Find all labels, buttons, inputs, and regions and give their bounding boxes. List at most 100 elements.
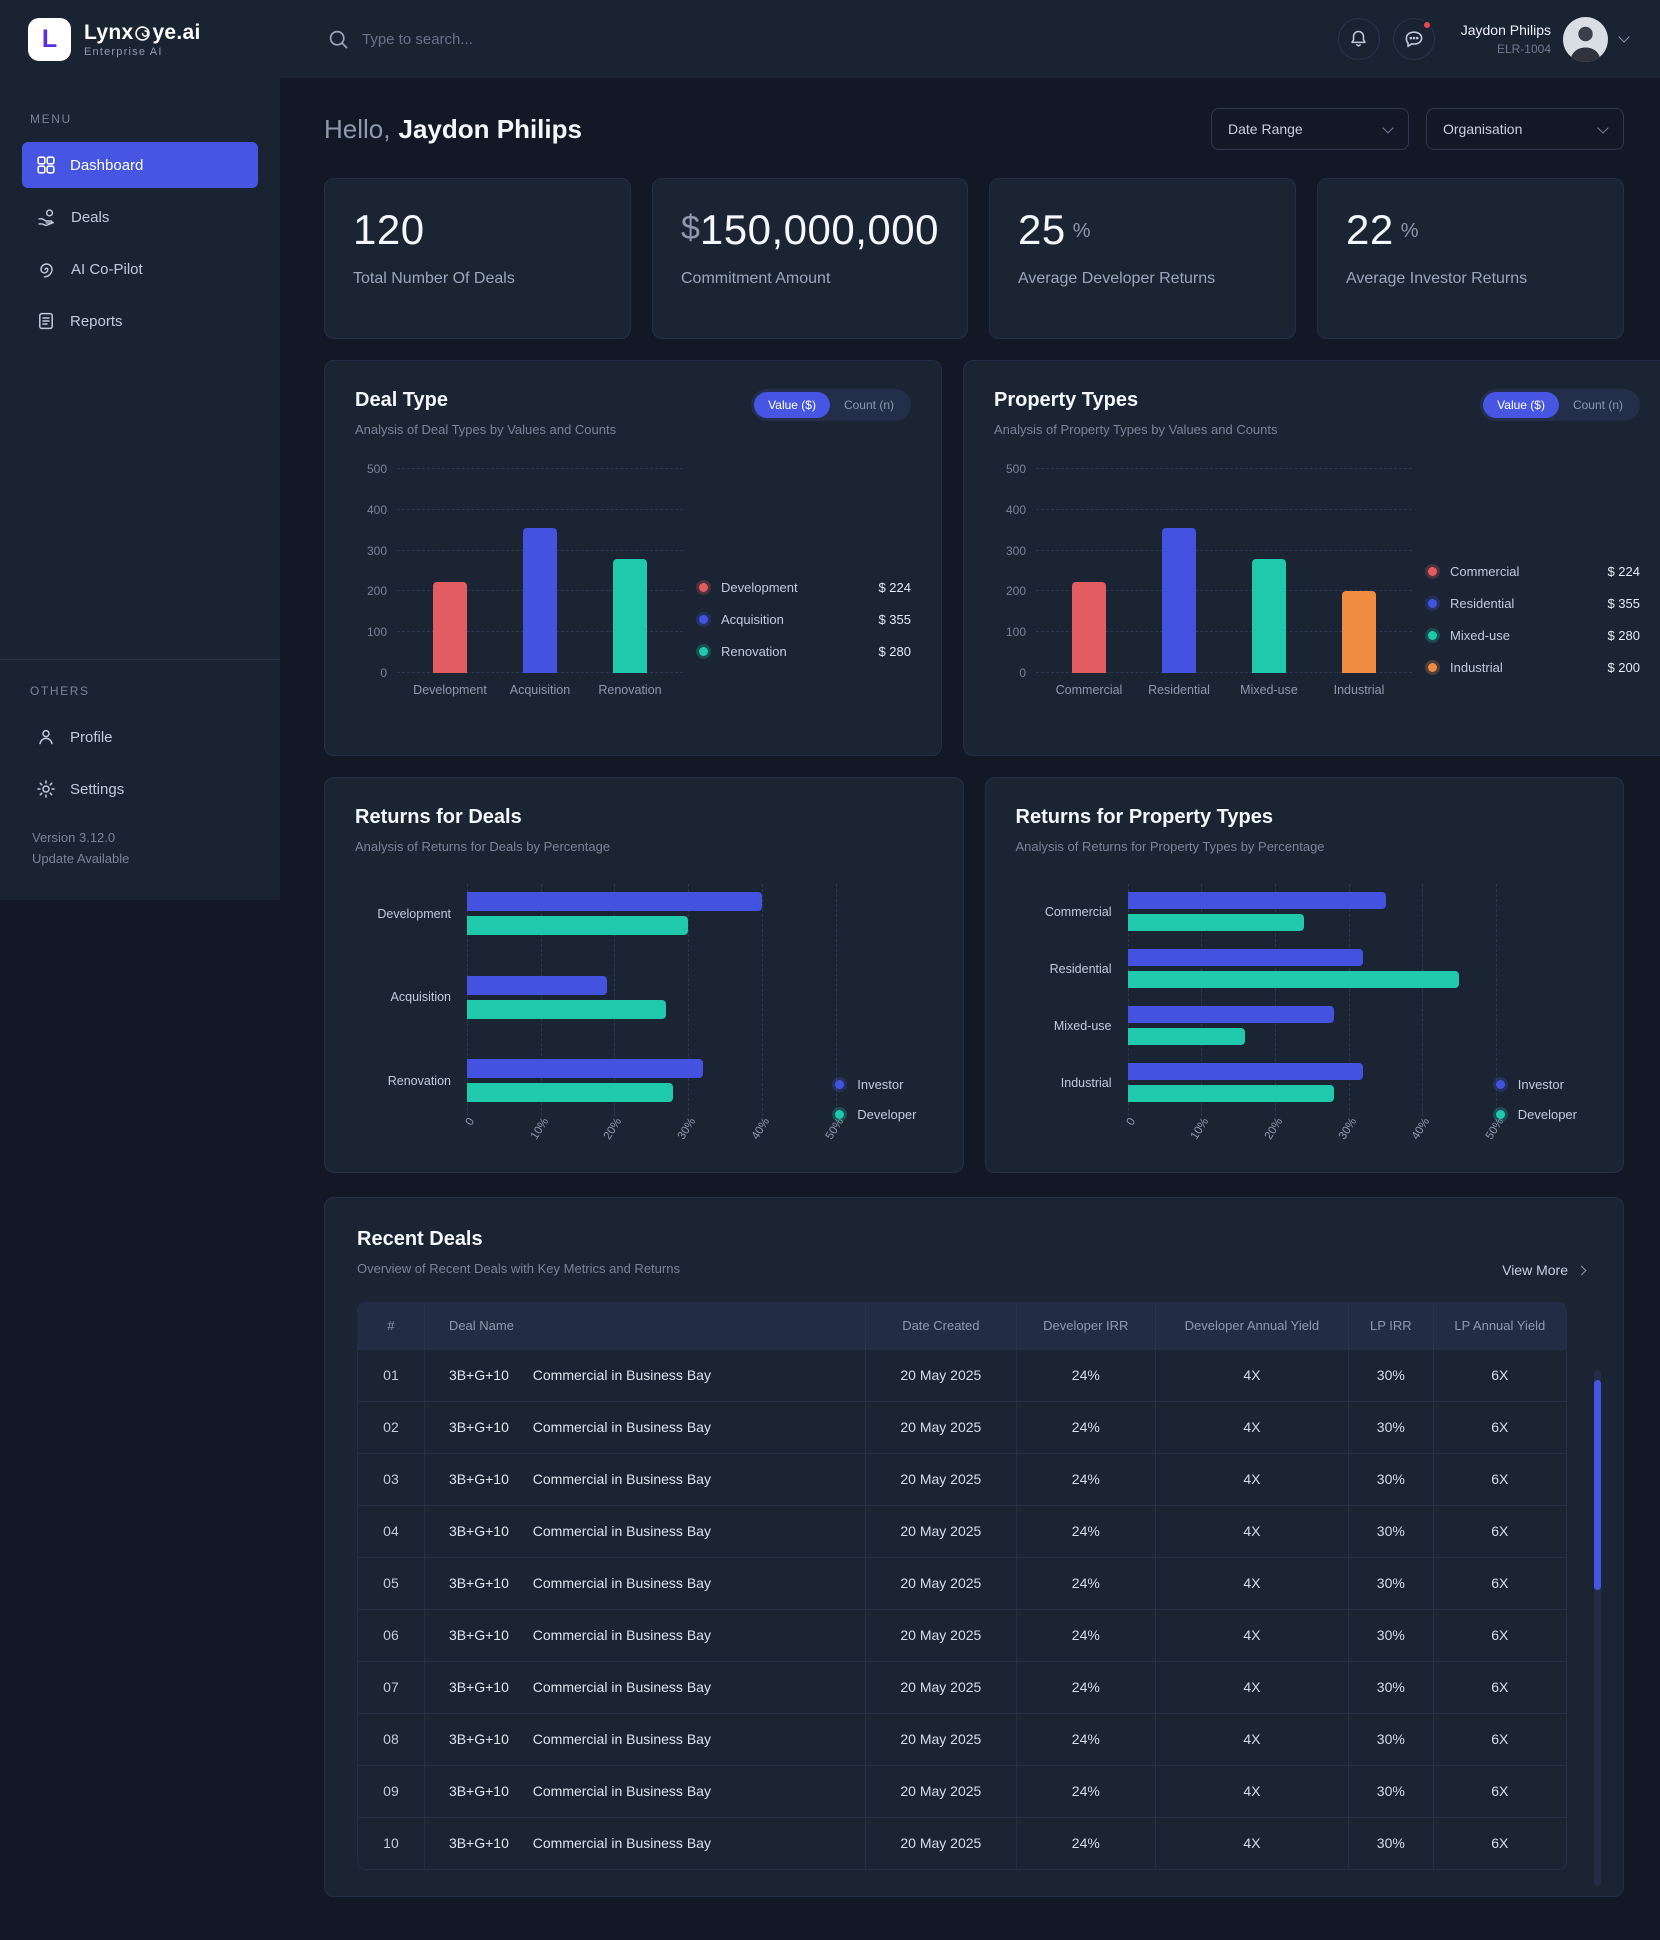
messages-button[interactable] <box>1392 18 1435 60</box>
chevron-down-icon <box>1382 121 1394 134</box>
sidebar-item-dashboard[interactable]: Dashboard <box>22 142 258 188</box>
toggle-value-button[interactable]: Value ($) <box>754 392 830 418</box>
cell-developer-annual-yield: 4X <box>1155 1452 1350 1505</box>
table-row[interactable]: 02 3B+G+10 Commercial in Business Bay 20… <box>358 1400 1566 1453</box>
x-category-label: Residential <box>1148 683 1210 697</box>
stat-card-total-deals: 120 Total Number Of Deals <box>324 178 631 339</box>
legend-item: Investor <box>835 1077 916 1092</box>
search-icon <box>328 29 349 50</box>
organisation-select[interactable]: Organisation <box>1426 108 1624 150</box>
table-row[interactable]: 06 3B+G+10 Commercial in Business Bay 20… <box>358 1608 1566 1661</box>
cell-row-number: 05 <box>358 1556 425 1609</box>
cell-row-number: 08 <box>358 1712 425 1765</box>
avatar[interactable] <box>1563 16 1608 62</box>
sidebar-item-deals[interactable]: Deals <box>22 194 258 240</box>
cell-lp-irr: 30% <box>1348 1504 1434 1557</box>
y-category-label: Residential <box>1049 961 1112 976</box>
table-row[interactable]: 07 3B+G+10 Commercial in Business Bay 20… <box>358 1660 1566 1713</box>
sidebar-item-profile[interactable]: Profile <box>22 714 258 760</box>
y-tick-label: 100 <box>1005 625 1026 640</box>
chart-legend: Investor Developer <box>1495 1077 1577 1122</box>
cell-row-number: 04 <box>358 1504 425 1557</box>
topbar: L Lynx ye.ai Enterprise AI <box>0 0 1660 78</box>
value-count-toggle: Value ($) Count (n) <box>751 389 911 421</box>
cell-developer-annual-yield: 4X <box>1155 1348 1350 1401</box>
cell-lp-annual-yield: 6X <box>1433 1712 1566 1765</box>
table-scrollbar-track[interactable] <box>1594 1370 1601 1886</box>
sidebar-item-settings[interactable]: Settings <box>22 766 258 812</box>
table-row[interactable]: 05 3B+G+10 Commercial in Business Bay 20… <box>358 1556 1566 1609</box>
cell-date-created: 20 May 2025 <box>865 1608 1017 1661</box>
table-row[interactable]: 09 3B+G+10 Commercial in Business Bay 20… <box>358 1764 1566 1817</box>
returns-property-types-chart: Commercial Residential Mixed-use Industr… <box>1016 884 1594 1156</box>
notifications-button[interactable] <box>1337 18 1380 60</box>
view-more-link[interactable]: View More <box>1502 1262 1587 1278</box>
y-category-label: Acquisition <box>390 990 451 1004</box>
card-title: Returns for Property Types <box>1015 806 1273 828</box>
table-row[interactable]: 08 3B+G+10 Commercial in Business Bay 20… <box>358 1712 1566 1765</box>
deals-table-head-row: # Deal Name Date Created Developer IRR Devel… <box>358 1303 1566 1349</box>
cell-date-created: 20 May 2025 <box>865 1504 1017 1557</box>
cell-date-created: 20 May 2025 <box>865 1660 1017 1713</box>
table-scrollbar-thumb[interactable] <box>1594 1380 1601 1590</box>
card-subtitle: Analysis of Returns for Property Types b… <box>1015 839 1325 854</box>
notification-dot <box>1421 20 1432 30</box>
x-category-label: Acquisition <box>509 683 571 697</box>
main-content: Hello, Jaydon Philips Date Range Organisa… <box>280 78 1660 1897</box>
y-tick-label: 300 <box>1005 543 1026 558</box>
bar-acquisition-developer <box>467 999 667 1019</box>
deals-table-body: 01 3B+G+10 Commercial in Business Bay 20… <box>358 1348 1566 1869</box>
stat-value: 25 <box>1018 206 1066 253</box>
stat-card-developer-returns: 25 % Average Developer Returns <box>989 178 1296 339</box>
legend-dot-icon <box>699 646 708 656</box>
cell-deal-name: 3B+G+10 Commercial in Business Bay <box>424 1452 866 1505</box>
x-tick-label: 10% <box>1189 1116 1212 1142</box>
bell-icon <box>1349 29 1368 49</box>
x-tick-label: 10% <box>528 1116 551 1142</box>
x-tick-label: 20% <box>602 1116 625 1142</box>
gridline: 100 <box>1006 625 1412 639</box>
cell-lp-annual-yield: 6X <box>1433 1556 1566 1609</box>
sidebar-item-reports[interactable]: Reports <box>22 298 258 344</box>
logo-icon: L <box>28 17 71 61</box>
bar-group-residential: Residential <box>1016 949 1534 988</box>
page-title: Hello, Jaydon Philips <box>324 113 582 144</box>
toggle-value-button[interactable]: Value ($) <box>1483 392 1559 418</box>
cell-date-created: 20 May 2025 <box>865 1764 1017 1817</box>
table-row[interactable]: 01 3B+G+10 Commercial in Business Bay 20… <box>358 1348 1566 1401</box>
cell-lp-annual-yield: 6X <box>1433 1452 1566 1505</box>
gridline <box>1127 884 1129 1116</box>
cell-deal-name: 3B+G+10 Commercial in Business Bay <box>424 1816 866 1869</box>
cell-date-created: 20 May 2025 <box>865 1348 1017 1401</box>
table-row[interactable]: 03 3B+G+10 Commercial in Business Bay 20… <box>358 1452 1566 1505</box>
cell-developer-irr: 24% <box>1016 1608 1156 1661</box>
cell-developer-annual-yield: 4X <box>1155 1556 1350 1609</box>
toggle-count-button[interactable]: Count (n) <box>843 398 894 412</box>
update-available: Update Available <box>32 851 130 867</box>
gridline: 400 <box>367 503 683 517</box>
chevron-down-icon[interactable] <box>1618 31 1630 43</box>
bar-development-investor <box>467 892 762 911</box>
x-tick-label: 30% <box>1336 1116 1359 1142</box>
filters: Date Range Organisation <box>1211 108 1624 150</box>
column-header-lp-annual-yield: LP Annual Yield <box>1433 1303 1566 1349</box>
y-tick-label: 200 <box>1005 584 1026 599</box>
table-row[interactable]: 10 3B+G+10 Commercial in Business Bay 20… <box>358 1816 1566 1869</box>
gridline: 300 <box>1006 544 1412 558</box>
date-range-select[interactable]: Date Range <box>1211 108 1409 150</box>
card-title: Recent Deals <box>357 1228 483 1250</box>
search-input[interactable] <box>362 30 722 48</box>
user-name: Jaydon Philips <box>1460 22 1551 38</box>
legend-dot-icon <box>699 614 708 624</box>
search-bar[interactable] <box>328 29 1325 50</box>
gridline: 400 <box>1006 503 1412 517</box>
toggle-count-button[interactable]: Count (n) <box>1572 398 1623 412</box>
deals-table: # Deal Name Date Created Developer IRR Devel… <box>357 1302 1567 1870</box>
x-category-label: Industrial <box>1333 683 1385 697</box>
sidebar-item-ai-copilot[interactable]: AI Co-Pilot <box>22 246 258 292</box>
x-category-label: Development <box>413 683 487 697</box>
table-row[interactable]: 04 3B+G+10 Commercial in Business Bay 20… <box>358 1504 1566 1557</box>
y-tick-label: 300 <box>366 543 387 558</box>
cell-row-number: 06 <box>358 1608 425 1661</box>
deal-type-chart: 0 100 200 300 400 500 Development Acquisi… <box>355 462 911 697</box>
